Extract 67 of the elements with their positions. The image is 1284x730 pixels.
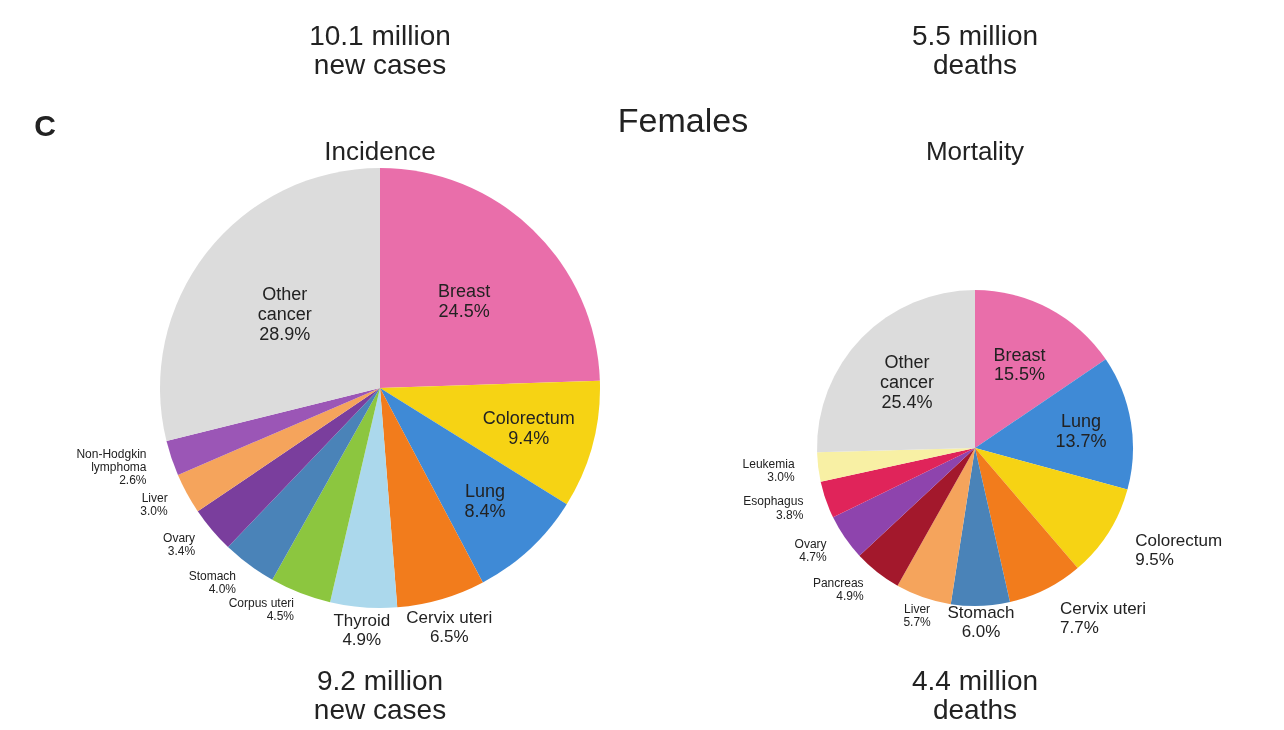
slice-label: Ovary: [794, 536, 827, 551]
chart-title: Incidence: [324, 136, 436, 166]
data-label: 3.0%: [140, 503, 169, 518]
slice-label: Colorectum: [1135, 531, 1223, 551]
slice-label: Liver: [141, 490, 168, 505]
data-label: 4.5%: [266, 609, 295, 624]
pie-slice: [975, 359, 1133, 490]
text: 4.4 million deaths: [911, 665, 1039, 726]
pie-slice: [975, 290, 1106, 448]
slice-label: Lung: [1060, 410, 1101, 431]
slice-label: Breast: [438, 281, 491, 302]
data-label: 2.6%: [119, 473, 147, 488]
slice-label: Other cancer: [880, 352, 935, 393]
slice-label: Thyroid: [333, 610, 391, 630]
data-label: 7.7%: [1060, 617, 1099, 637]
data-label: 9.5%: [1135, 549, 1174, 569]
slice-label: Lung: [464, 481, 506, 502]
pie-slice: [166, 388, 380, 475]
slice-label: Leukemia: [742, 456, 795, 471]
pie-slice: [975, 448, 1078, 603]
text: Females: [617, 101, 749, 139]
pie-slice: [817, 448, 975, 482]
data-label: 8.4%: [464, 500, 506, 521]
text: 9.2 million new cases: [313, 665, 447, 726]
pie-slice: [975, 448, 1128, 569]
slice-label: Colorectum: [482, 408, 575, 429]
chart-title: Mortality: [925, 136, 1025, 166]
slice-label: Cervix uteri: [1060, 599, 1147, 619]
data-label: 6.0%: [961, 622, 1001, 641]
data-label: 4.0%: [208, 582, 237, 597]
text: 10.1 million new cases: [309, 20, 451, 81]
slice-label: Breast: [993, 344, 1046, 365]
data-label: 4.9%: [342, 629, 382, 649]
data-label: 6.5%: [429, 627, 469, 647]
data-label: 9.4%: [508, 428, 550, 449]
slice-label: Cervix uteri: [406, 608, 493, 628]
pie-slice: [820, 448, 975, 518]
pie-slice: [950, 448, 1010, 606]
slice-label: Stomach: [947, 603, 1015, 623]
slice-label: Ovary: [163, 530, 196, 545]
slice-label: Stomach: [188, 569, 237, 584]
text: 5.5 million deaths: [911, 20, 1039, 81]
slice-label: Liver: [904, 601, 931, 616]
pie-slice: [330, 388, 398, 608]
data-label: 25.4%: [881, 391, 933, 412]
data-label: 5.7%: [903, 615, 932, 630]
slice-label: Esophagus: [743, 494, 804, 509]
data-label: 13.7%: [1055, 430, 1107, 451]
pie-slice: [380, 380, 600, 505]
pie-slice: [197, 388, 380, 548]
text: C: [34, 109, 56, 142]
slice-label: Corpus uteri: [228, 596, 295, 611]
pie-slice: [833, 448, 975, 556]
pie-slice: [177, 388, 380, 512]
data-label: 15.5%: [993, 364, 1045, 385]
pie-slice: [380, 168, 600, 388]
data-label: 3.0%: [767, 469, 795, 484]
pie-slice: [160, 168, 380, 441]
data-label: 24.5%: [438, 301, 490, 322]
slice-label: Pancreas: [812, 576, 864, 591]
slice-label: Non-Hodgkin lymphoma: [76, 446, 147, 474]
data-label: 4.9%: [836, 589, 864, 604]
data-label: 28.9%: [259, 323, 311, 344]
pie-slice: [897, 448, 975, 605]
data-label: 3.8%: [776, 507, 804, 522]
slice-label: Other cancer: [257, 283, 312, 324]
pie-slice: [817, 290, 975, 453]
